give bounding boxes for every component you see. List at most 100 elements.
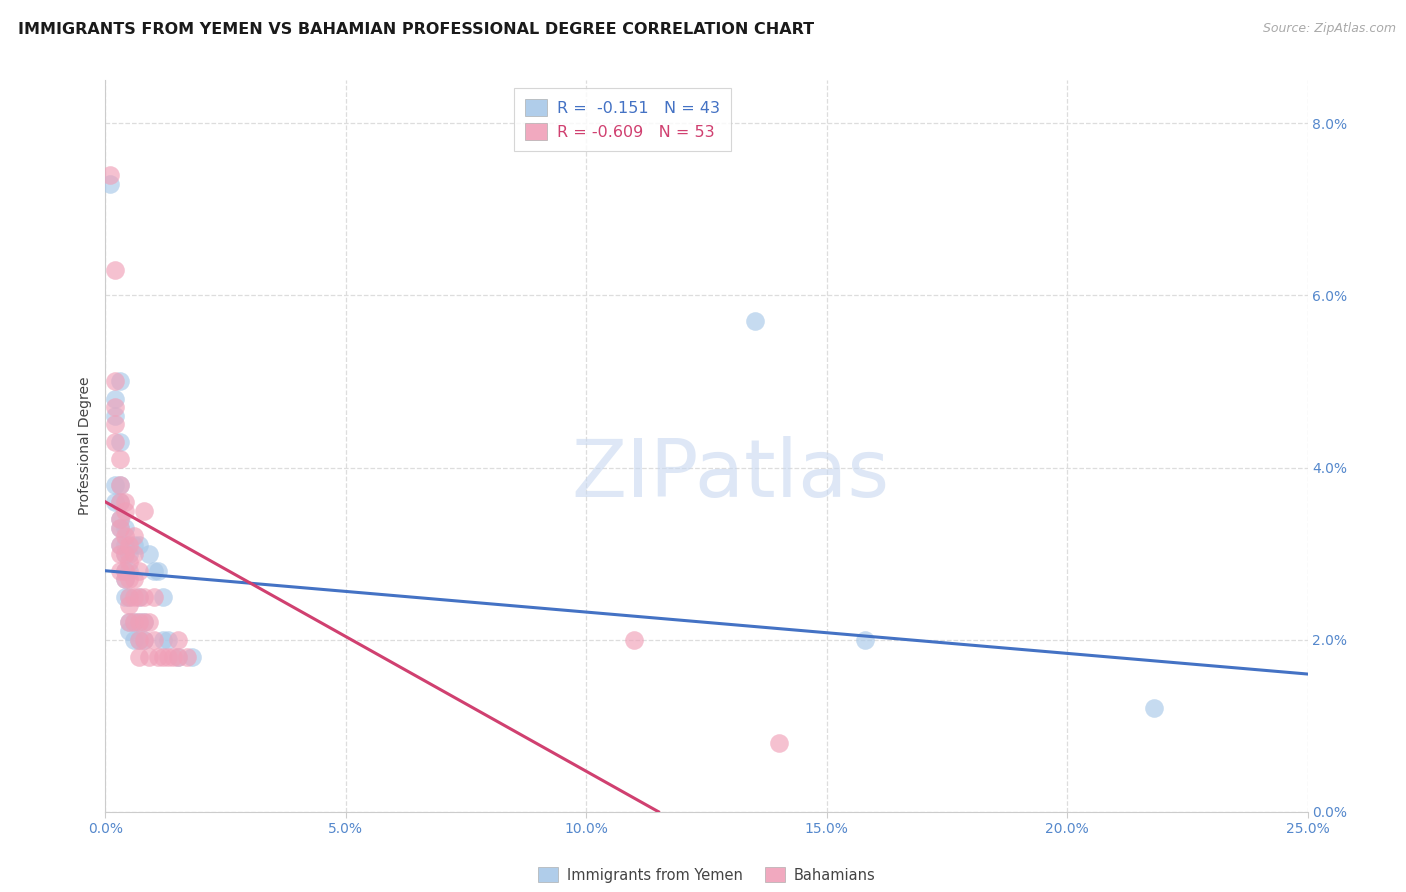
Point	[132, 632, 155, 647]
Point	[108, 564, 131, 578]
Point	[142, 564, 165, 578]
Point	[138, 649, 160, 664]
Point	[176, 649, 198, 664]
Point	[853, 632, 876, 647]
Point	[114, 503, 136, 517]
Point	[104, 434, 127, 449]
Point	[138, 615, 160, 630]
Point	[124, 615, 146, 630]
Point	[156, 632, 179, 647]
Point	[114, 547, 136, 561]
Point	[128, 564, 150, 578]
Point	[108, 547, 131, 561]
Point	[124, 632, 146, 647]
Point	[114, 564, 136, 578]
Point	[118, 590, 141, 604]
Point	[128, 615, 150, 630]
Point	[132, 590, 155, 604]
Point	[114, 590, 136, 604]
Point	[108, 512, 131, 526]
Point	[108, 451, 131, 466]
Point	[132, 503, 155, 517]
Point	[166, 632, 188, 647]
Point	[166, 649, 188, 664]
Point	[128, 632, 150, 647]
Point	[108, 477, 131, 491]
Point	[104, 409, 127, 423]
Point	[148, 649, 170, 664]
Point	[132, 615, 155, 630]
Point	[166, 649, 188, 664]
Point	[108, 521, 131, 535]
Point	[128, 632, 150, 647]
Point	[118, 615, 141, 630]
Point	[124, 538, 146, 552]
Point	[128, 615, 150, 630]
Point	[104, 495, 127, 509]
Point	[124, 590, 146, 604]
Point	[124, 529, 146, 543]
Point	[114, 529, 136, 543]
Point	[108, 434, 131, 449]
Point	[118, 598, 141, 612]
Point	[114, 573, 136, 587]
Point	[114, 564, 136, 578]
Legend: Immigrants from Yemen, Bahamians: Immigrants from Yemen, Bahamians	[531, 862, 882, 888]
Point	[181, 649, 204, 664]
Point	[623, 632, 645, 647]
Point	[118, 555, 141, 569]
Point	[114, 495, 136, 509]
Point	[128, 538, 150, 552]
Point	[152, 590, 174, 604]
Point	[98, 168, 121, 182]
Point	[118, 573, 141, 587]
Point	[142, 632, 165, 647]
Point	[1143, 701, 1166, 715]
Point	[118, 547, 141, 561]
Point	[768, 736, 790, 750]
Point	[152, 649, 174, 664]
Point	[124, 615, 146, 630]
Point	[138, 547, 160, 561]
Point	[118, 538, 141, 552]
Point	[108, 538, 131, 552]
Point	[142, 590, 165, 604]
Point	[104, 262, 127, 277]
Point	[104, 417, 127, 432]
Point	[132, 632, 155, 647]
Text: IMMIGRANTS FROM YEMEN VS BAHAMIAN PROFESSIONAL DEGREE CORRELATION CHART: IMMIGRANTS FROM YEMEN VS BAHAMIAN PROFES…	[18, 22, 814, 37]
Text: ZIPatlas: ZIPatlas	[571, 436, 890, 515]
Point	[118, 615, 141, 630]
Point	[104, 401, 127, 415]
Y-axis label: Professional Degree: Professional Degree	[79, 376, 93, 516]
Point	[118, 624, 141, 638]
Text: Source: ZipAtlas.com: Source: ZipAtlas.com	[1263, 22, 1396, 36]
Point	[108, 512, 131, 526]
Point	[132, 615, 155, 630]
Point	[114, 538, 136, 552]
Point	[156, 649, 179, 664]
Point	[128, 590, 150, 604]
Point	[148, 564, 170, 578]
Point	[152, 632, 174, 647]
Point	[108, 538, 131, 552]
Point	[104, 477, 127, 491]
Point	[108, 495, 131, 509]
Point	[108, 521, 131, 535]
Point	[108, 477, 131, 491]
Point	[118, 564, 141, 578]
Point	[124, 573, 146, 587]
Point	[124, 547, 146, 561]
Point	[128, 590, 150, 604]
Point	[114, 521, 136, 535]
Point	[108, 375, 131, 389]
Point	[104, 375, 127, 389]
Point	[98, 177, 121, 191]
Point	[162, 649, 184, 664]
Point	[114, 547, 136, 561]
Point	[108, 495, 131, 509]
Point	[128, 649, 150, 664]
Point	[744, 314, 766, 328]
Point	[114, 573, 136, 587]
Point	[104, 392, 127, 406]
